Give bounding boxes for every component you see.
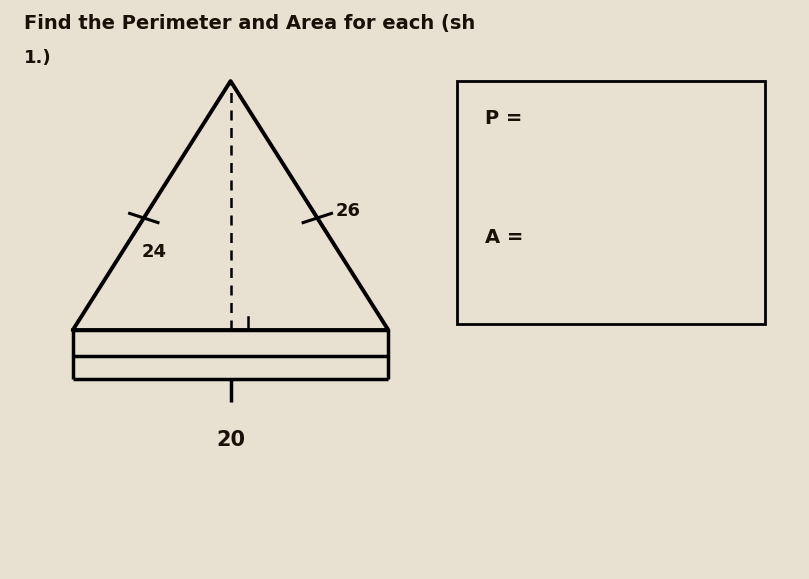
Text: Find the Perimeter and Area for each (sh: Find the Perimeter and Area for each (sh: [24, 14, 476, 34]
Text: 20: 20: [216, 430, 245, 450]
Text: A =: A =: [485, 228, 523, 247]
Text: P =: P =: [485, 109, 523, 128]
Bar: [457, 81, 765, 324]
Text: 26: 26: [336, 202, 361, 221]
Text: 24: 24: [142, 243, 167, 261]
Text: 1.): 1.): [24, 49, 52, 67]
